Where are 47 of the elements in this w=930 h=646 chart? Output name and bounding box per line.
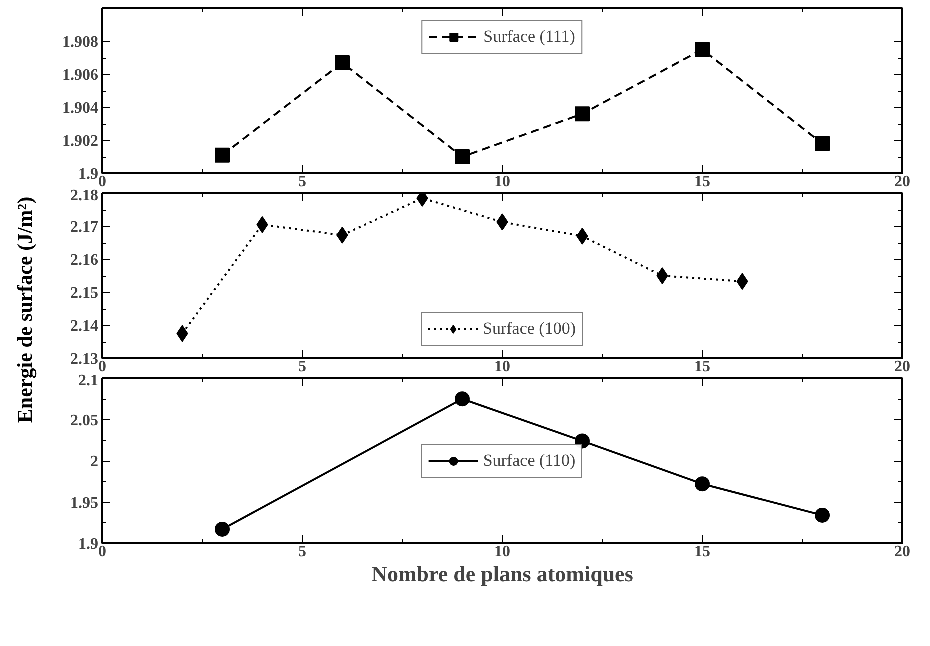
legend-label: Surface (111) — [484, 27, 576, 47]
x-tick-label: 5 — [298, 358, 306, 376]
point — [455, 150, 470, 164]
point — [815, 136, 830, 152]
y-tick-label: 2.13 — [70, 351, 98, 368]
y-tick-label: 2.18 — [70, 188, 98, 204]
x-tick-label: 15 — [694, 174, 710, 190]
y-tick-label: 1.9 — [78, 166, 98, 183]
point — [455, 392, 470, 407]
x-axis-title: Nombre de plans atomiques — [372, 562, 634, 586]
point — [815, 508, 830, 523]
y-tick-label: 1.908 — [62, 34, 98, 51]
point — [335, 55, 350, 70]
x-tick-label: 15 — [694, 544, 710, 560]
y-tick-label: 2.14 — [70, 318, 98, 335]
point — [215, 148, 230, 163]
y-axis-title: Energie de surface (J/m²) — [12, 196, 38, 426]
x-tick-label: 0 — [98, 174, 106, 190]
y-tick-label: 1.9 — [78, 536, 98, 553]
x-tick-label: 10 — [494, 544, 510, 560]
point — [215, 522, 230, 537]
x-tick-label: 20 — [894, 544, 910, 560]
x-tick-label: 20 — [894, 358, 910, 376]
x-tick-label: 0 — [98, 358, 106, 376]
x-tick-label: 5 — [298, 174, 306, 190]
point — [695, 42, 710, 58]
y-tick-label: 2.1 — [78, 372, 98, 390]
y-tick-label: 2.15 — [70, 285, 98, 302]
legend-label: Surface (110) — [483, 450, 576, 470]
x-tick-label: 15 — [694, 358, 710, 376]
y-tick-label: 1.95 — [70, 494, 98, 512]
legend-label: Surface (100) — [483, 319, 576, 339]
y-tick-label: 2 — [90, 454, 98, 470]
point — [695, 476, 710, 492]
y-tick-label: 1.904 — [62, 100, 98, 117]
x-tick-label: 10 — [494, 174, 510, 190]
x-tick-label: 20 — [894, 174, 910, 190]
x-tick-label: 0 — [98, 544, 106, 560]
y-tick-label: 2.17 — [70, 219, 98, 236]
x-tick-label: 10 — [494, 358, 510, 376]
x-tick-label: 5 — [298, 544, 306, 560]
point — [656, 268, 668, 284]
point — [575, 106, 590, 122]
y-tick-label: 1.902 — [62, 133, 98, 150]
y-tick-label: 2.05 — [70, 412, 98, 430]
y-tick-label: 2.16 — [70, 252, 98, 269]
y-tick-label: 1.906 — [62, 67, 98, 84]
